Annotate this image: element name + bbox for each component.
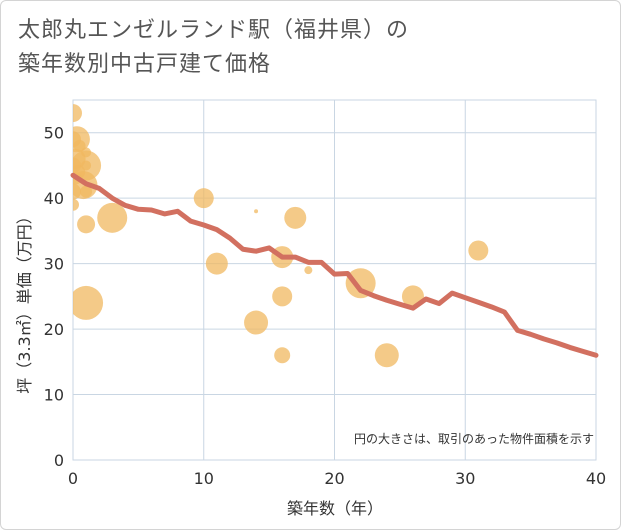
- data-bubble: [272, 286, 293, 307]
- tick-labels: 0 10 20 30 40 0 10 20 30 40 50: [44, 124, 607, 488]
- data-bubble: [193, 188, 214, 209]
- x-axis-label: 築年数（年）: [287, 499, 383, 518]
- y-tick-label: 10: [44, 386, 64, 405]
- chart-note: 円の大きさは、取引のあった物件面積を示す: [354, 431, 594, 446]
- x-tick-label: 20: [324, 469, 344, 488]
- y-tick-label: 20: [44, 320, 64, 339]
- y-axis-label: 坪（3.3㎡）単価（万円）: [15, 208, 34, 393]
- data-bubble: [345, 268, 376, 299]
- data-bubble: [73, 183, 81, 200]
- x-tick-label: 40: [586, 469, 606, 488]
- trend-line: [70, 172, 599, 358]
- data-bubble: [304, 266, 313, 275]
- chart-title: 太郎丸エンゼルランド駅（福井県）の 築年数別中古戸建て価格: [18, 14, 608, 82]
- data-bubble: [254, 209, 259, 214]
- trend-line-group: [70, 172, 599, 358]
- y-tick-label: 50: [44, 124, 64, 143]
- data-bubble: [274, 347, 291, 364]
- data-bubble: [73, 104, 82, 123]
- data-bubble: [73, 285, 104, 320]
- y-tick-label: 0: [54, 451, 64, 470]
- x-tick-label: 10: [194, 469, 214, 488]
- data-bubble: [73, 198, 79, 211]
- bubbles: [73, 104, 489, 368]
- y-tick-label: 40: [44, 189, 64, 208]
- data-bubble: [244, 310, 269, 335]
- data-bubble: [205, 252, 228, 275]
- y-tick-label: 30: [44, 255, 64, 274]
- data-bubble: [97, 202, 128, 233]
- data-bubble: [468, 240, 489, 261]
- title-line-2: 築年数別中古戸建て価格: [18, 52, 272, 77]
- plot-frame: [72, 99, 597, 461]
- x-tick-label: 30: [455, 469, 475, 488]
- data-bubble: [77, 215, 96, 234]
- data-bubble: [73, 139, 86, 152]
- data-bubble: [374, 343, 399, 368]
- data-bubble: [284, 206, 307, 229]
- title-line-1: 太郎丸エンゼルランド駅（福井県）の: [18, 18, 410, 43]
- data-bubble: [80, 185, 93, 198]
- grid-lines: [72, 99, 597, 461]
- x-tick-label: 0: [68, 469, 78, 488]
